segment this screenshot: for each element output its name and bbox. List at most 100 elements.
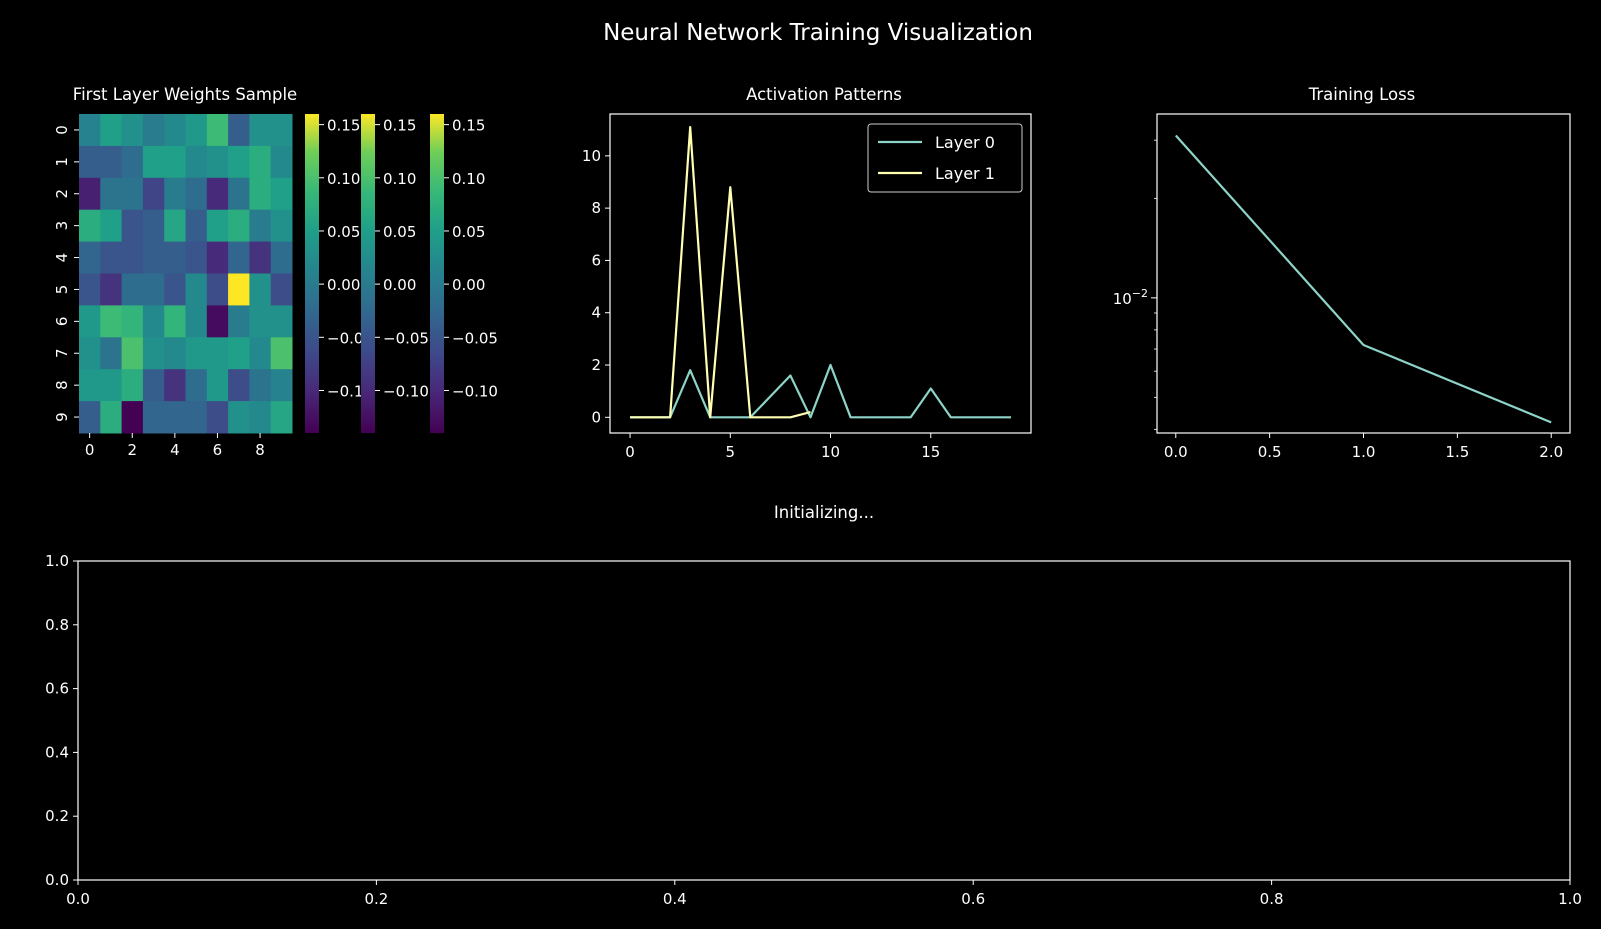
heatmap-cell	[121, 114, 144, 147]
legend-label-layer-1: Layer 1	[935, 164, 995, 183]
heatmap-cell	[164, 369, 186, 402]
heatmap-cell	[228, 401, 250, 434]
heatmap-cell	[185, 305, 208, 338]
colorbar-tick-label: 0.00	[452, 276, 485, 294]
x-tick-label: 15	[921, 443, 940, 461]
heatmap-cell	[79, 145, 101, 179]
colorbar-tick-label: 0.00	[383, 276, 416, 294]
heatmap-cell	[79, 305, 101, 338]
heatmap-cell	[185, 369, 208, 402]
heatmap-cell	[270, 305, 293, 338]
heatmap-cell	[100, 177, 123, 211]
heatmap-cell	[185, 114, 208, 147]
heatmap-cell	[270, 177, 293, 211]
heatmap-cell	[121, 177, 144, 211]
heatmap-y-tick-label: 5	[53, 285, 71, 295]
colorbar-tick-label: 0.15	[327, 117, 360, 135]
loss-plot	[1174, 134, 1552, 424]
y-tick-label: 6	[591, 251, 601, 269]
y-tick-label: 0.2	[45, 807, 69, 825]
heatmap-cell	[270, 241, 293, 274]
heatmap-cell	[249, 337, 272, 370]
heatmap-cell	[100, 337, 123, 370]
colorbar	[430, 114, 444, 433]
heatmap-cell	[79, 273, 101, 306]
activation-title: Activation Patterns	[746, 85, 902, 104]
heatmap-cell	[142, 209, 165, 243]
heatmap-cell	[164, 114, 186, 147]
heatmap-cell	[142, 145, 165, 179]
heatmap-cell	[121, 145, 144, 179]
heatmap-cell	[185, 273, 208, 306]
colorbar-tick-label: 0.15	[452, 117, 485, 135]
heatmap-cell	[228, 177, 250, 211]
heatmap-cell	[249, 145, 272, 179]
heatmap-cell	[270, 209, 293, 243]
heatmap-cell	[164, 305, 186, 338]
heatmap-cell	[185, 209, 208, 243]
x-tick-label: 0.8	[1260, 890, 1284, 908]
x-tick-label: 1.5	[1445, 443, 1469, 461]
colorbar-tick-label: 0.15	[383, 117, 416, 135]
heatmap-cell	[270, 401, 293, 434]
legend-label-layer-0: Layer 0	[935, 133, 995, 152]
heatmap-panel: First Layer Weights Sample 0 2 4 6 8 0 1 2 3 4 5 6…	[53, 85, 498, 459]
x-tick-label: 0.6	[961, 890, 985, 908]
heatmap-cell	[270, 114, 293, 147]
activation-plot	[630, 125, 1011, 419]
heatmap-cell	[100, 209, 123, 243]
colorbar-tick-label: −0.05	[383, 329, 429, 347]
heatmap-cell	[206, 337, 229, 370]
colorbar-tick-label: 0.05	[452, 223, 485, 241]
heatmap-y-tick-label: 3	[53, 221, 71, 231]
heatmap-title: First Layer Weights Sample	[73, 85, 297, 104]
heatmap-cell	[206, 369, 229, 402]
heatmap-cell	[100, 369, 123, 402]
heatmap-cell	[206, 305, 229, 338]
heatmap-cell	[249, 401, 272, 434]
heatmap-cell	[121, 241, 144, 274]
heatmap-cell	[228, 273, 250, 306]
heatmap-cell	[79, 177, 101, 211]
heatmap-y-axis: 0 1 2 3 4 5 6 7 8 9	[53, 125, 79, 422]
heatmap-cell	[121, 273, 144, 306]
heatmap-cell	[164, 145, 186, 179]
heatmap-y-tick-label: 0	[53, 125, 71, 135]
x-tick-label: 2.0	[1539, 443, 1563, 461]
heatmap-y-tick-label: 2	[53, 189, 71, 199]
x-tick-label: 1.0	[1558, 890, 1582, 908]
heatmap-cell	[164, 177, 186, 211]
colorbar-tick-label: −0.10	[383, 382, 429, 400]
heatmap-cell	[270, 145, 293, 179]
x-tick-label: 10	[821, 443, 840, 461]
heatmap-x-tick-label: 6	[213, 441, 223, 459]
heatmap-cell	[270, 273, 293, 306]
y-tick-label: 10	[582, 147, 601, 165]
heatmap-cell	[142, 369, 165, 402]
loss-axes: 0.0 0.5 1.0 1.5 2.0 10−2	[1113, 139, 1563, 461]
heatmap-cell	[100, 305, 123, 338]
bottom-frame	[77, 560, 1571, 881]
status-text: Initializing...	[774, 503, 874, 522]
heatmap-cell	[228, 114, 250, 147]
x-tick-label: 0	[625, 443, 635, 461]
heatmap-cell	[206, 114, 229, 147]
x-tick-label: 0.5	[1258, 443, 1282, 461]
y-tick-label: 0	[591, 408, 601, 426]
colorbar	[305, 114, 319, 433]
heatmap-cell	[206, 209, 229, 243]
heatmap-cell	[185, 401, 208, 434]
heatmap-cell	[79, 401, 101, 434]
heatmap-cell	[121, 369, 144, 402]
heatmap-cell	[249, 273, 272, 306]
heatmap-y-tick-label: 7	[53, 348, 71, 358]
heatmap-cell	[249, 177, 272, 211]
heatmap-cell	[249, 241, 272, 274]
heatmap-cell	[206, 145, 229, 179]
y-tick-label: 1.0	[45, 552, 69, 570]
heatmap-cell	[249, 305, 272, 338]
heatmap-cell	[228, 209, 250, 243]
heatmap-cell	[185, 145, 208, 179]
heatmap-cell	[228, 241, 250, 274]
heatmap-cell	[142, 401, 165, 434]
